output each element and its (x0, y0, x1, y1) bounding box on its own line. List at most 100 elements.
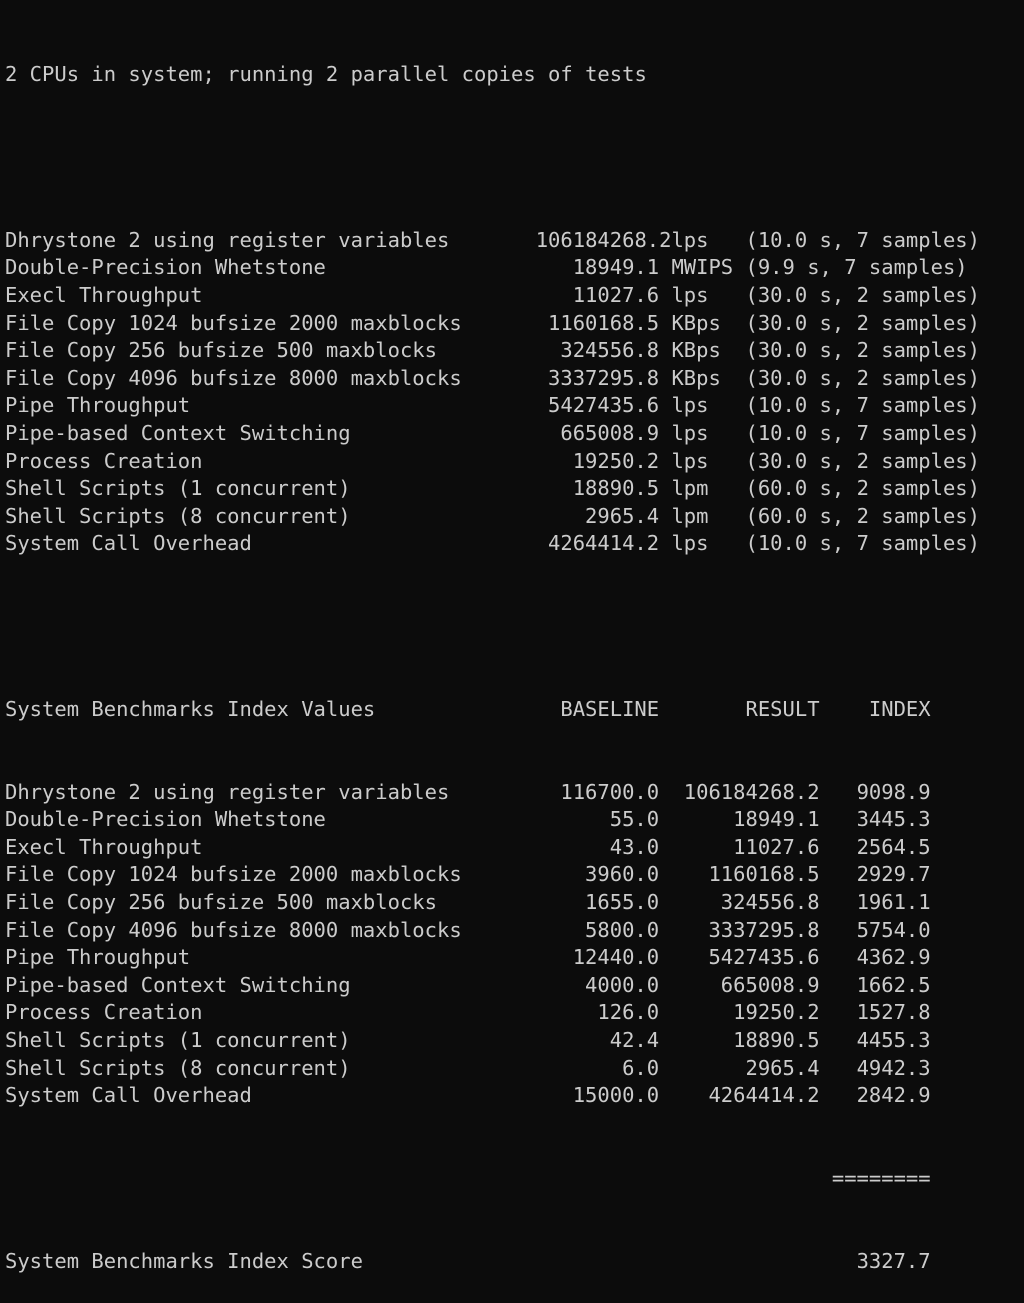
index-name: Shell Scripts (1 concurrent) (5, 1027, 351, 1052)
result-info: (30.0 s, 2 samples) (745, 448, 980, 473)
index-name: Pipe Throughput (5, 945, 191, 970)
result-row: Pipe-based Context Switching 665008.9 lps (… (5, 420, 980, 448)
index-name: Execl Throughput (5, 834, 203, 859)
index-baseline: 6.0 (622, 1055, 660, 1080)
blank-line (5, 144, 980, 172)
index-row: File Copy 4096 bufsize 8000 maxblocks 580… (5, 917, 980, 945)
result-row: System Call Overhead 4264414.2 lps (10.0 s,… (5, 530, 980, 558)
result-info: (60.0 s, 2 samples) (745, 476, 980, 501)
result-row: Process Creation 19250.2 lps (30.0 s, 2 sam… (5, 448, 980, 476)
separator: ======== (831, 1165, 931, 1190)
result-value: 11027.6 (572, 282, 660, 307)
result-unit: lps (671, 282, 709, 307)
result-value: 18890.5 (572, 476, 660, 501)
result-unit: lps (671, 420, 709, 445)
header-index: INDEX (868, 696, 931, 721)
result-name: Process Creation (5, 448, 203, 473)
index-baseline: 12440.0 (572, 945, 660, 970)
result-name: Shell Scripts (8 concurrent) (5, 503, 351, 528)
result-value: 1160168.5 (548, 310, 660, 335)
index-index: 4362.9 (856, 945, 931, 970)
index-index: 1527.8 (856, 1000, 931, 1025)
index-index: 3445.3 (856, 807, 931, 832)
result-row: File Copy 4096 bufsize 8000 maxblocks 333… (5, 365, 980, 393)
result-row: File Copy 1024 bufsize 2000 maxblocks 116… (5, 310, 980, 338)
index-baseline: 43.0 (609, 834, 660, 859)
result-info: (30.0 s, 2 samples) (745, 365, 980, 390)
index-index: 4942.3 (856, 1055, 931, 1080)
result-unit: KBps (671, 338, 721, 363)
result-info: (10.0 s, 7 samples) (745, 420, 980, 445)
index-name: Double-Precision Whetstone (5, 807, 326, 832)
index-name: Shell Scripts (8 concurrent) (5, 1055, 351, 1080)
result-unit: lps (671, 448, 709, 473)
result-value: 18949.1 (572, 255, 660, 280)
result-info: (60.0 s, 2 samples) (745, 503, 980, 528)
result-unit: KBps (671, 365, 721, 390)
index-baseline: 55.0 (609, 807, 660, 832)
index-baseline: 126.0 (597, 1000, 660, 1025)
index-name: Pipe-based Context Switching (5, 972, 351, 997)
index-result: 19250.2 (733, 1000, 820, 1025)
index-baseline: 116700.0 (560, 779, 660, 804)
score-row: System Benchmarks Index Score 3327.7 (5, 1248, 980, 1276)
index-result: 18949.1 (733, 807, 820, 832)
result-name: System Call Overhead (5, 531, 252, 556)
result-unit: lps (671, 227, 709, 252)
index-index: 1961.1 (856, 890, 931, 914)
index-table-rows: Dhrystone 2 using register variables 1167… (5, 779, 980, 1110)
result-name: Pipe-based Context Switching (5, 420, 351, 445)
index-row: Double-Precision Whetstone 55.0 18949.1 344… (5, 806, 980, 834)
index-name: Dhrystone 2 using register variables (5, 779, 450, 804)
score-label: System Benchmarks Index Score (5, 1248, 363, 1273)
result-info: (30.0 s, 2 samples) (745, 282, 980, 307)
result-row: Shell Scripts (1 concurrent) 18890.5 lpm (6… (5, 475, 980, 503)
result-value: 665008.9 (560, 420, 660, 445)
result-name: File Copy 1024 bufsize 2000 maxblocks (5, 310, 462, 335)
index-table-header: System Benchmarks Index Values BASELINE RE… (5, 696, 980, 724)
result-row: Shell Scripts (8 concurrent) 2965.4 lpm (60… (5, 503, 980, 531)
index-row: Execl Throughput 43.0 11027.6 2564.5 (5, 834, 980, 862)
index-index: 2564.5 (856, 834, 931, 859)
index-baseline: 15000.0 (572, 1083, 660, 1108)
result-value: 2965.4 (585, 503, 660, 528)
index-row: Process Creation 126.0 19250.2 1527.8 (5, 999, 980, 1027)
result-info: (10.0 s, 7 samples) (745, 531, 980, 556)
result-unit: lps (671, 393, 709, 418)
index-row: Pipe-based Context Switching 4000.0 665008… (5, 972, 980, 1000)
cpu-info-line: 2 CPUs in system; running 2 parallel cop… (5, 62, 647, 87)
result-name: Shell Scripts (1 concurrent) (5, 476, 351, 501)
result-name: Execl Throughput (5, 282, 203, 307)
index-result: 1160168.5 (708, 862, 820, 887)
result-value: 19250.2 (572, 448, 660, 473)
result-info: (10.0 s, 7 samples) (745, 227, 980, 252)
index-baseline: 42.4 (609, 1027, 660, 1052)
index-row: Pipe Throughput 12440.0 5427435.6 4362.9 (5, 944, 980, 972)
index-baseline: 1655.0 (585, 890, 660, 914)
result-row: Dhrystone 2 using register variables 1061… (5, 227, 980, 255)
index-name: File Copy 4096 bufsize 8000 maxblocks (5, 917, 462, 942)
score-value: 3327.7 (856, 1248, 931, 1273)
result-value: 3337295.8 (548, 365, 660, 390)
index-name: File Copy 256 bufsize 500 maxblocks (5, 890, 437, 914)
index-row: Shell Scripts (1 concurrent) 42.4 18890.5 4… (5, 1027, 980, 1055)
results-list: Dhrystone 2 using register variables 1061… (5, 227, 980, 558)
result-row: File Copy 256 bufsize 500 maxblocks 32455… (5, 337, 980, 365)
index-result: 106184268.2 (683, 779, 820, 804)
index-row: Dhrystone 2 using register variables 1167… (5, 779, 980, 807)
result-unit: lps (671, 531, 709, 556)
index-row: File Copy 1024 bufsize 2000 maxblocks 396… (5, 861, 980, 889)
index-index: 1662.5 (856, 972, 931, 997)
result-name: File Copy 256 bufsize 500 maxblocks (5, 338, 437, 363)
result-value: 5427435.6 (548, 393, 660, 418)
index-row: File Copy 256 bufsize 500 maxblocks 1655.… (5, 889, 980, 917)
index-result: 324556.8 (720, 890, 820, 914)
index-index: 9098.9 (856, 779, 931, 804)
index-result: 11027.6 (733, 834, 820, 859)
result-unit: KBps (671, 310, 721, 335)
index-result: 4264414.2 (708, 1083, 820, 1108)
index-title: System Benchmarks Index Values (5, 696, 376, 721)
index-baseline: 3960.0 (585, 862, 660, 887)
separator-row: ======== (5, 1165, 980, 1193)
result-row: Pipe Throughput 5427435.6 lps (10.0 s, 7 sa… (5, 392, 980, 420)
